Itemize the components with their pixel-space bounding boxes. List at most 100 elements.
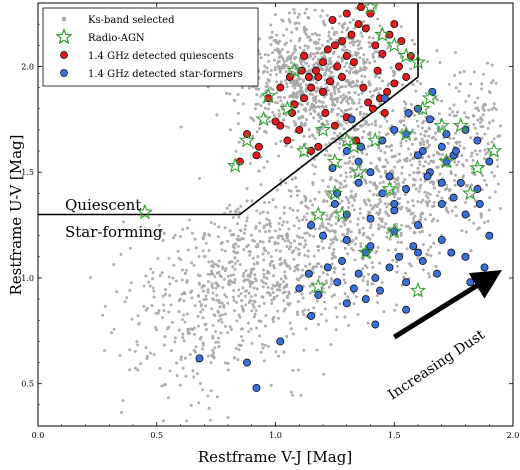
ks-band-point xyxy=(270,30,274,34)
ks-band-point xyxy=(486,61,490,65)
radio-agn-star xyxy=(452,117,469,133)
ks-band-point xyxy=(306,15,310,19)
ks-band-point xyxy=(226,416,230,419)
ks-band-point xyxy=(247,330,251,333)
ks-band-point xyxy=(291,138,295,142)
ks-band-point xyxy=(304,107,308,111)
ks-band-point xyxy=(285,245,289,249)
ks-band-point xyxy=(440,99,444,103)
ks-band-point xyxy=(338,142,342,146)
ks-band-point xyxy=(297,235,301,239)
ks-band-point xyxy=(315,80,318,84)
star-former-point xyxy=(314,290,323,299)
ks-band-point xyxy=(271,291,275,295)
ks-band-point xyxy=(411,211,415,215)
radio-agn-star xyxy=(260,87,277,103)
ks-band-point xyxy=(207,406,211,410)
ks-band-point xyxy=(200,303,203,306)
quiescent-point xyxy=(319,87,327,96)
star-former-point xyxy=(395,252,403,261)
ks-band-point xyxy=(343,22,347,25)
quiescent-point xyxy=(307,83,316,92)
radio-agn-star xyxy=(381,180,398,197)
star-former-point xyxy=(402,278,411,287)
star-former-point xyxy=(378,189,387,198)
ks-band-point xyxy=(304,205,308,208)
ks-band-point xyxy=(228,325,232,329)
ks-band-point xyxy=(256,102,260,106)
ks-band-point xyxy=(103,349,106,352)
ks-band-point xyxy=(478,121,482,124)
ks-band-point xyxy=(380,217,384,221)
ks-band-point xyxy=(274,229,277,233)
ks-band-point xyxy=(343,223,347,227)
ks-band-point xyxy=(137,322,141,326)
ks-band-point xyxy=(379,125,382,128)
quiescent-point xyxy=(333,62,342,71)
ks-band-point xyxy=(306,308,310,312)
ks-band-point xyxy=(380,281,384,285)
ks-band-point xyxy=(489,81,493,85)
ks-band-point xyxy=(353,65,357,69)
ks-band-point xyxy=(269,383,273,387)
star-former-point xyxy=(485,157,494,166)
ks-band-point xyxy=(130,317,134,321)
ks-band-point xyxy=(232,233,236,237)
ks-band-point xyxy=(210,272,214,276)
ks-band-point xyxy=(296,313,299,316)
star-former-point xyxy=(376,286,384,295)
ks-band-point xyxy=(220,320,224,324)
ks-band-point xyxy=(299,60,303,64)
ks-band-point xyxy=(255,93,259,97)
ks-band-point xyxy=(257,87,261,91)
ks-band-point xyxy=(330,279,334,283)
ks-band-point xyxy=(336,87,340,91)
ks-band-point xyxy=(276,309,280,313)
ks-band-point xyxy=(476,227,480,231)
ks-band-point xyxy=(292,91,296,95)
ks-band-point xyxy=(472,221,476,225)
ks-band-point xyxy=(313,89,317,93)
ks-band-point xyxy=(334,328,338,332)
ks-band-point xyxy=(351,70,355,74)
ks-band-point xyxy=(390,155,394,159)
ks-band-point xyxy=(226,361,230,365)
ks-band-point xyxy=(224,324,227,328)
ks-band-point xyxy=(265,223,269,227)
ks-band-point xyxy=(162,343,166,347)
ks-band-point xyxy=(184,374,188,378)
ks-band-point xyxy=(388,193,392,197)
ks-band-point xyxy=(217,336,220,340)
ks-band-point xyxy=(267,219,271,222)
ks-band-point xyxy=(354,295,358,299)
star-former-point xyxy=(414,248,422,257)
ks-band-point xyxy=(303,308,307,312)
ks-band-point xyxy=(279,99,283,103)
ks-band-point xyxy=(419,178,423,182)
ks-band-point xyxy=(344,184,348,188)
ks-band-point xyxy=(233,256,237,260)
legend-marker-ks xyxy=(61,16,67,22)
ks-band-point xyxy=(254,87,258,91)
ks-band-point xyxy=(237,294,241,298)
ks-band-point xyxy=(359,31,363,35)
ks-band-point xyxy=(198,300,202,304)
ks-band-point xyxy=(436,98,439,102)
ks-band-point xyxy=(293,176,297,180)
ks-band-point xyxy=(476,106,479,110)
ks-band-point xyxy=(368,237,372,241)
ks-band-point xyxy=(167,275,171,279)
ks-band-point xyxy=(354,193,358,197)
ks-band-point xyxy=(272,274,275,278)
ks-band-point xyxy=(337,90,341,94)
ks-band-point xyxy=(314,42,318,46)
ks-band-point xyxy=(156,257,160,260)
ks-band-point xyxy=(410,142,414,146)
ks-band-point xyxy=(312,265,316,269)
ks-band-point xyxy=(351,79,355,83)
ks-band-point xyxy=(487,108,491,112)
ks-band-point xyxy=(424,160,427,164)
ks-band-point xyxy=(402,275,406,279)
ks-band-point xyxy=(236,259,240,263)
ks-band-point xyxy=(403,115,407,119)
